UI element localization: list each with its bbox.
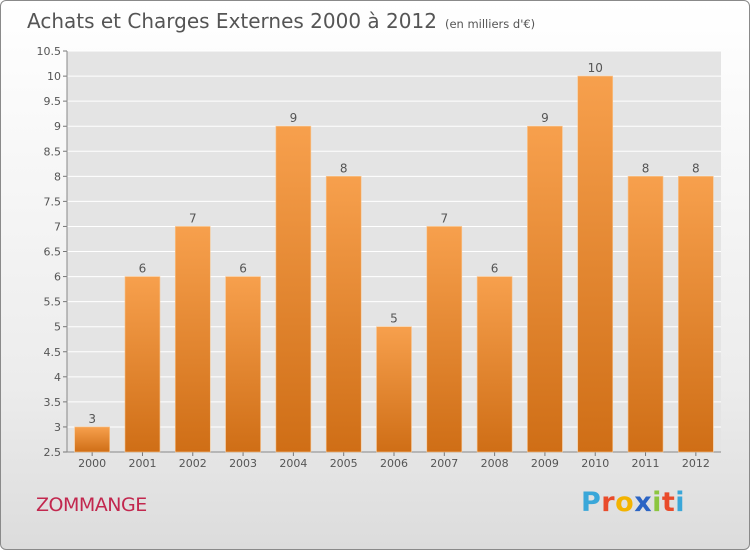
bar bbox=[325, 176, 362, 453]
x-tick-label: 2004 bbox=[279, 457, 307, 470]
chart-subtitle: (en milliers d'€) bbox=[444, 17, 536, 31]
y-tick-label: 9.5 bbox=[44, 95, 62, 108]
data-label: 3 bbox=[88, 412, 96, 426]
y-tick-label: 10.5 bbox=[37, 45, 62, 58]
bar bbox=[577, 75, 614, 453]
chart-title: Achats et Charges Externes 2000 à 2012 bbox=[27, 9, 437, 33]
y-tick-label: 6.5 bbox=[44, 246, 62, 259]
x-tick-label: 2000 bbox=[78, 457, 106, 470]
x-tick-label: 2012 bbox=[682, 457, 710, 470]
x-tick-label: 2003 bbox=[229, 457, 257, 470]
y-tick-label: 8 bbox=[54, 170, 61, 183]
data-label: 7 bbox=[189, 211, 197, 225]
bar bbox=[527, 125, 563, 453]
brand-letter: t bbox=[661, 487, 676, 518]
data-label: 10 bbox=[588, 61, 603, 75]
y-tick-label: 3.5 bbox=[44, 396, 62, 409]
y-tick-label: 4.5 bbox=[44, 346, 62, 359]
x-tick-label: 2007 bbox=[430, 457, 458, 470]
x-tick-label: 2011 bbox=[632, 457, 660, 470]
labels: 2.5 3 3.5 4 4.5 5 5.5 6 6.5 7 7.5 8 8.5 9 9.5 10 10.5 3 20… bbox=[37, 45, 710, 470]
bar bbox=[678, 176, 714, 453]
y-tick-label: 9 bbox=[54, 120, 61, 133]
data-label: 8 bbox=[692, 161, 700, 175]
bar bbox=[174, 226, 211, 453]
brand-letter: i bbox=[675, 487, 686, 518]
proxiti-logo[interactable]: Proxiti bbox=[581, 487, 685, 518]
data-label: 9 bbox=[290, 111, 298, 125]
data-label: 8 bbox=[340, 161, 348, 175]
x-tick-label: 2006 bbox=[380, 457, 408, 470]
data-label: 9 bbox=[541, 111, 549, 125]
y-tick-label: 10 bbox=[47, 70, 61, 83]
y-tick-label: 8.5 bbox=[44, 145, 62, 158]
data-label: 6 bbox=[239, 262, 247, 276]
data-label: 8 bbox=[642, 161, 650, 175]
brand-letter: P bbox=[581, 487, 602, 518]
data-label: 6 bbox=[139, 262, 147, 276]
x-tick-label: 2008 bbox=[481, 457, 509, 470]
y-tick-label: 5.5 bbox=[44, 296, 62, 309]
y-tick-label: 7.5 bbox=[44, 195, 62, 208]
y-tick-label: 3 bbox=[54, 421, 61, 434]
data-label: 6 bbox=[491, 262, 499, 276]
data-label: 5 bbox=[390, 312, 398, 326]
x-tick-label: 2002 bbox=[179, 457, 207, 470]
y-tick-label: 6 bbox=[54, 271, 61, 284]
bar bbox=[74, 426, 110, 453]
y-tick-label: 5 bbox=[54, 321, 61, 334]
bars bbox=[74, 75, 714, 453]
x-tick-label: 2005 bbox=[330, 457, 358, 470]
brand-letter: r bbox=[601, 487, 616, 518]
brand-letter: i bbox=[652, 487, 662, 518]
bar bbox=[376, 326, 412, 453]
bar bbox=[124, 276, 161, 453]
y-tick-label: 4 bbox=[54, 371, 61, 384]
x-tick-label: 2010 bbox=[581, 457, 609, 470]
chart-title-block: Achats et Charges Externes 2000 à 2012 (e… bbox=[27, 9, 535, 33]
y-tick-label: 2.5 bbox=[44, 446, 62, 459]
bar bbox=[426, 226, 463, 453]
x-tick-label: 2001 bbox=[128, 457, 156, 470]
bar bbox=[627, 176, 664, 453]
y-tick-label: 7 bbox=[54, 220, 61, 233]
data-label: 7 bbox=[440, 211, 448, 225]
brand-letter: x bbox=[634, 487, 653, 518]
bar bbox=[275, 125, 312, 453]
bar bbox=[225, 276, 261, 453]
location-name: ZOMMANGE bbox=[36, 494, 147, 516]
bar bbox=[476, 276, 513, 453]
brand-letter: o bbox=[615, 487, 635, 518]
x-tick-label: 2009 bbox=[531, 457, 559, 470]
